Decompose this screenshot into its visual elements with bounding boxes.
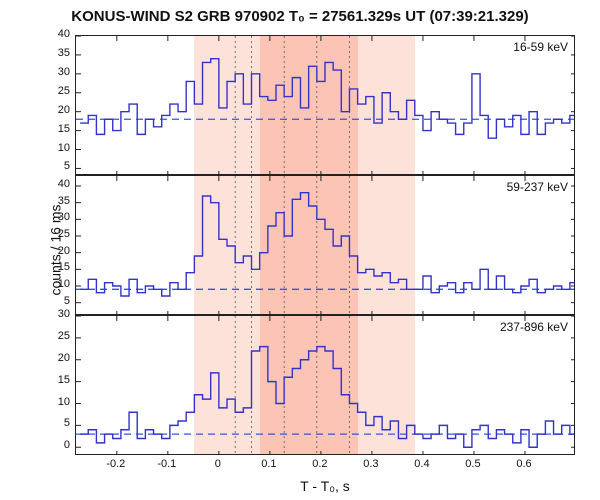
panel-0: 16-59 keV [75, 35, 575, 175]
ytick-label: 0 [35, 439, 70, 451]
ytick-label: 10 [35, 278, 70, 290]
xtick-label: 0.3 [363, 458, 378, 470]
ytick-label: 30 [35, 211, 70, 223]
xtick-label: -0.1 [157, 458, 176, 470]
ytick-label: 30 [35, 308, 70, 320]
panel-svg [76, 176, 575, 315]
band-label: 59-237 keV [507, 180, 568, 194]
ytick-label: 5 [35, 417, 70, 429]
ytick-label: 10 [35, 396, 70, 408]
ytick-label: 15 [35, 123, 70, 135]
ytick-label: 25 [35, 85, 70, 97]
ytick-label: 20 [35, 104, 70, 116]
ytick-label: 15 [35, 374, 70, 386]
xtick-label: -0.2 [106, 458, 125, 470]
ytick-label: 25 [35, 228, 70, 240]
band-label: 237-896 keV [500, 320, 568, 334]
ytick-label: 40 [35, 28, 70, 40]
x-axis-label: T - T₀, s [75, 478, 575, 494]
xtick-label: 0.6 [516, 458, 531, 470]
plot-area: 16-59 keV 59-237 keV 237-896 keV [75, 35, 575, 455]
chart-container: KONUS-WIND S2 GRB 970902 T₀ = 27561.329s… [0, 0, 600, 500]
xtick-label: 0 [215, 458, 221, 470]
panel-svg [76, 36, 575, 175]
xtick-label: 0.5 [465, 458, 480, 470]
ytick-label: 5 [35, 295, 70, 307]
xtick-label: 0.1 [261, 458, 276, 470]
ytick-label: 20 [35, 245, 70, 257]
ytick-label: 30 [35, 66, 70, 78]
ytick-label: 35 [35, 195, 70, 207]
xtick-label: 0.2 [312, 458, 327, 470]
panel-2: 237-896 keV [75, 315, 575, 455]
ytick-label: 25 [35, 330, 70, 342]
xtick-label: 0.4 [414, 458, 429, 470]
ytick-label: 20 [35, 352, 70, 364]
ytick-label: 10 [35, 142, 70, 154]
panel-svg [76, 316, 575, 455]
ytick-label: 15 [35, 261, 70, 273]
panel-1: 59-237 keV [75, 175, 575, 315]
ytick-label: 35 [35, 47, 70, 59]
ytick-label: 5 [35, 160, 70, 172]
ytick-label: 40 [35, 178, 70, 190]
band-label: 16-59 keV [513, 40, 568, 54]
